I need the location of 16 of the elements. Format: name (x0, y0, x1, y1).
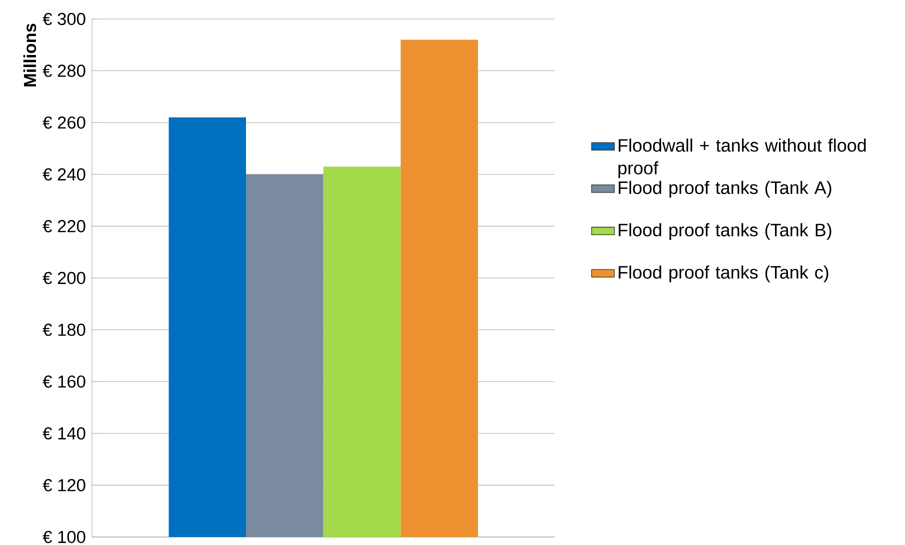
legend-label: Floodwall + tanks without flood proof (618, 138, 866, 178)
y-tick-label: € 160 (42, 375, 86, 388)
y-tick-label: € 120 (42, 479, 86, 492)
y-tick-label: € 280 (42, 64, 86, 77)
legend-label: Flood proof tanks (Tank A) (618, 180, 832, 198)
y-tick-label: € 240 (42, 168, 86, 181)
y-tick-label: € 200 (42, 272, 86, 284)
y-axis-title: Millions (23, 24, 36, 86)
y-tick-label: € 180 (42, 324, 86, 336)
y-tick-label: € 100 (42, 530, 86, 544)
y-tick-label: € 140 (42, 427, 86, 440)
legend-label: Flood proof tanks (Tank c) (618, 265, 828, 282)
y-tick-label: € 260 (42, 116, 86, 129)
y-tick-label: € 300 (42, 12, 86, 26)
y-tick-label: € 220 (42, 220, 86, 232)
legend-label: Flood proof tanks (Tank B) (618, 223, 832, 240)
